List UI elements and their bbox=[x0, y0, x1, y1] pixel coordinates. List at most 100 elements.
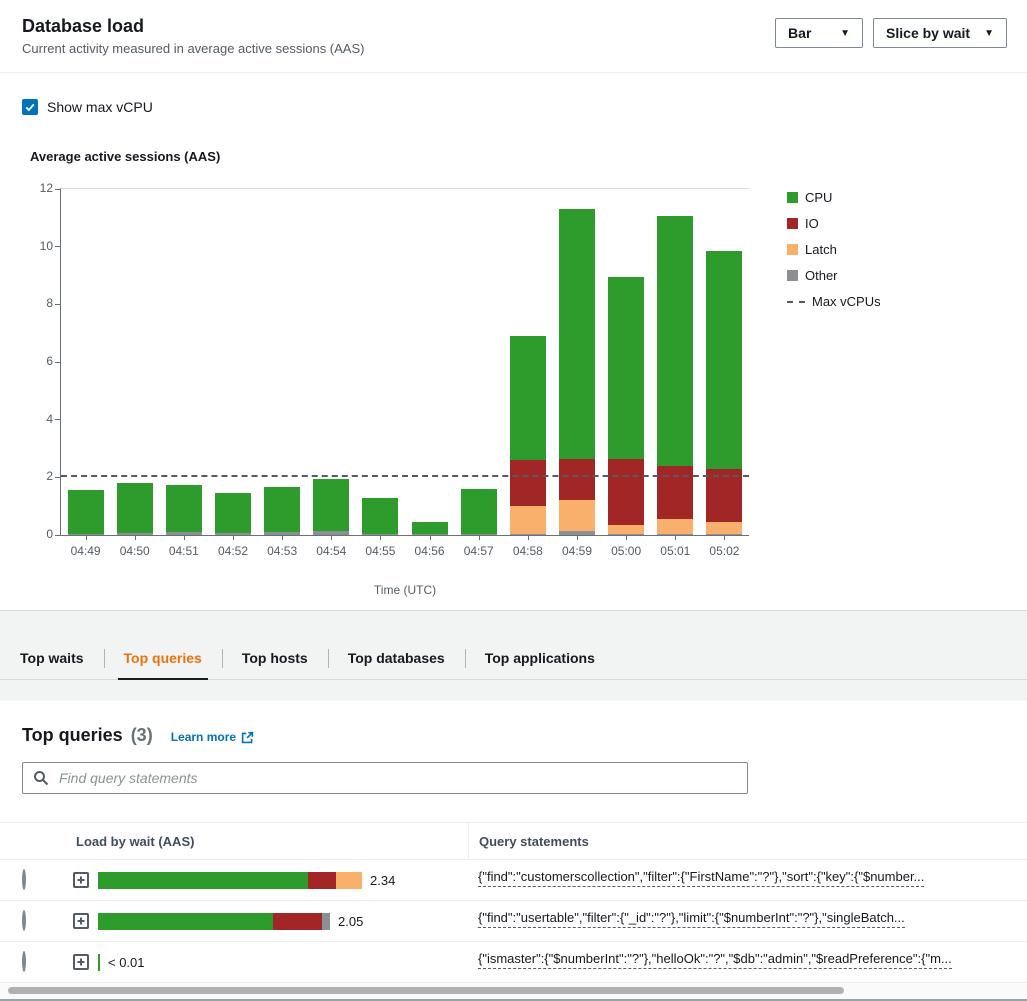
horizontal-scrollbar-track bbox=[0, 982, 1027, 999]
row-select-radio[interactable] bbox=[22, 951, 26, 972]
legend-item-max-vcpus: Max vCPUs bbox=[787, 294, 881, 309]
load-segment-io bbox=[273, 912, 322, 930]
bar-segment-io bbox=[559, 458, 595, 501]
y-axis-tickmark bbox=[55, 303, 61, 305]
legend-label: CPU bbox=[805, 190, 833, 205]
y-axis-tick-label: 10 bbox=[39, 238, 53, 253]
x-axis-tickmark bbox=[724, 535, 726, 540]
chevron-down-icon: ▼ bbox=[984, 27, 994, 39]
chart-type-dropdown[interactable]: Bar ▼ bbox=[775, 18, 864, 48]
bar-segment-other bbox=[460, 533, 497, 535]
show-max-vcpu-checkbox[interactable] bbox=[22, 99, 38, 115]
x-axis-tickmark bbox=[478, 535, 480, 540]
bar-segment-io bbox=[509, 460, 546, 507]
x-axis-tickmark bbox=[380, 535, 382, 540]
bar-segment-latch bbox=[509, 506, 546, 534]
y-axis-tick-label: 0 bbox=[46, 527, 53, 541]
bar-segment-io bbox=[657, 465, 694, 520]
legend-label: Other bbox=[805, 268, 838, 283]
bar-segment-cpu bbox=[706, 251, 743, 469]
other-swatch-icon bbox=[787, 270, 798, 281]
query-statement-cell: {"ismaster":{"$numberInt":"?"},"helloOk"… bbox=[468, 951, 1027, 974]
y-axis-tick-label: 2 bbox=[46, 469, 53, 484]
tab-top-hosts[interactable]: Top hosts bbox=[221, 638, 328, 679]
query-statement-cell: {"find":"usertable","filter":{"_id":"?"}… bbox=[468, 910, 1027, 933]
x-axis-tick-label: 04:55 bbox=[365, 544, 396, 558]
dashed-line-icon bbox=[787, 300, 805, 303]
load-by-wait-cell: < 0.01 bbox=[96, 953, 468, 971]
x-axis-tickmark bbox=[183, 535, 185, 540]
aas-chart: Time (UTC) 0 2 4 6 8 10 12 04:49 04:50 04:51 04:52… bbox=[0, 174, 1027, 610]
search-input[interactable] bbox=[22, 762, 748, 794]
load-bar bbox=[98, 871, 362, 889]
top-queries-table: Load by wait (AAS) Query statements 2.34 bbox=[0, 822, 1027, 983]
query-statement-link[interactable]: {"find":"usertable","filter":{"_id":"?"}… bbox=[478, 910, 905, 928]
row-select-radio[interactable] bbox=[22, 910, 26, 931]
y-axis-tick-label: 12 bbox=[39, 181, 53, 195]
expand-icon bbox=[73, 872, 89, 888]
bar-segment-latch bbox=[559, 500, 595, 531]
bar-segment-other bbox=[67, 533, 104, 535]
bar-segment-other bbox=[362, 533, 399, 535]
select-column-header bbox=[0, 823, 50, 859]
x-axis-tickmark bbox=[85, 535, 87, 540]
x-axis-tickmark bbox=[429, 535, 431, 540]
bar-segment-latch bbox=[657, 519, 694, 534]
legend-label: Max vCPUs bbox=[812, 294, 881, 309]
expand-row-button[interactable] bbox=[73, 872, 89, 888]
x-axis-tick-label: 04:56 bbox=[414, 544, 445, 558]
database-load-section: Database load Current activity measured … bbox=[0, 16, 1027, 610]
load-by-wait-cell: 2.05 bbox=[96, 912, 468, 930]
y-axis-tickmark bbox=[55, 246, 61, 248]
expand-row-button[interactable] bbox=[73, 913, 89, 929]
bar-segment-latch bbox=[608, 524, 645, 535]
legend-item-cpu: CPU bbox=[787, 190, 881, 205]
y-axis-tick-label: 4 bbox=[46, 411, 53, 426]
bar-segment-cpu bbox=[608, 276, 645, 459]
load-segment-cpu bbox=[98, 953, 100, 971]
x-axis-tickmark bbox=[527, 535, 529, 540]
panel-title: Top queries bbox=[22, 725, 123, 745]
slice-by-dropdown[interactable]: Slice by wait ▼ bbox=[873, 18, 1007, 48]
query-column-header: Query statements bbox=[468, 823, 1027, 859]
expand-row-button[interactable] bbox=[73, 954, 89, 970]
tab-top-databases[interactable]: Top databases bbox=[327, 638, 465, 679]
load-segment-cpu bbox=[98, 912, 273, 930]
table-row: < 0.01 {"ismaster":{"$numberInt":"?"},"h… bbox=[0, 942, 1027, 983]
page-subtitle: Current activity measured in average act… bbox=[22, 41, 365, 56]
bar-segment-cpu bbox=[362, 497, 399, 534]
load-segment-io bbox=[308, 871, 336, 889]
horizontal-scrollbar-thumb[interactable] bbox=[8, 987, 844, 994]
bar-segment-other bbox=[411, 534, 448, 535]
x-axis-tickmark bbox=[675, 535, 677, 540]
tab-top-applications[interactable]: Top applications bbox=[464, 638, 615, 679]
bar-segment-other bbox=[264, 532, 301, 535]
load-segment-cpu bbox=[98, 871, 308, 889]
load-segment-other bbox=[322, 912, 330, 930]
bar-segment-cpu bbox=[215, 493, 251, 533]
row-select-radio[interactable] bbox=[22, 869, 26, 890]
bar-segment-cpu bbox=[657, 216, 694, 466]
tab-top-queries[interactable]: Top queries bbox=[103, 638, 222, 680]
external-link-icon bbox=[241, 731, 254, 743]
learn-more-label: Learn more bbox=[170, 730, 237, 744]
query-statement-link[interactable]: {"ismaster":{"$numberInt":"?"},"helloOk"… bbox=[478, 951, 952, 969]
top-queries-panel: Top queries (3) Learn more bbox=[0, 701, 1027, 983]
bar-segment-other bbox=[608, 534, 645, 535]
y-axis-tickmark bbox=[55, 476, 61, 478]
bar-segment-io bbox=[706, 468, 743, 523]
y-axis-tickmark bbox=[55, 419, 61, 421]
query-statement-link[interactable]: {"find":"customerscollection","filter":{… bbox=[478, 869, 925, 887]
x-axis-tick-label: 04:49 bbox=[70, 544, 101, 558]
detail-tabs-band: Top waits Top queries Top hosts Top data… bbox=[0, 610, 1027, 701]
tab-top-waits[interactable]: Top waits bbox=[20, 650, 84, 666]
load-column-header: Load by wait (AAS) bbox=[76, 833, 195, 849]
io-swatch-icon bbox=[787, 218, 798, 229]
bar-segment-other bbox=[116, 532, 153, 535]
chevron-down-icon: ▼ bbox=[840, 27, 851, 39]
x-axis-tick-label: 04:52 bbox=[217, 544, 249, 558]
learn-more-link[interactable]: Learn more bbox=[171, 730, 254, 744]
load-value: < 0.01 bbox=[108, 954, 145, 970]
bar-segment-io bbox=[608, 458, 645, 525]
